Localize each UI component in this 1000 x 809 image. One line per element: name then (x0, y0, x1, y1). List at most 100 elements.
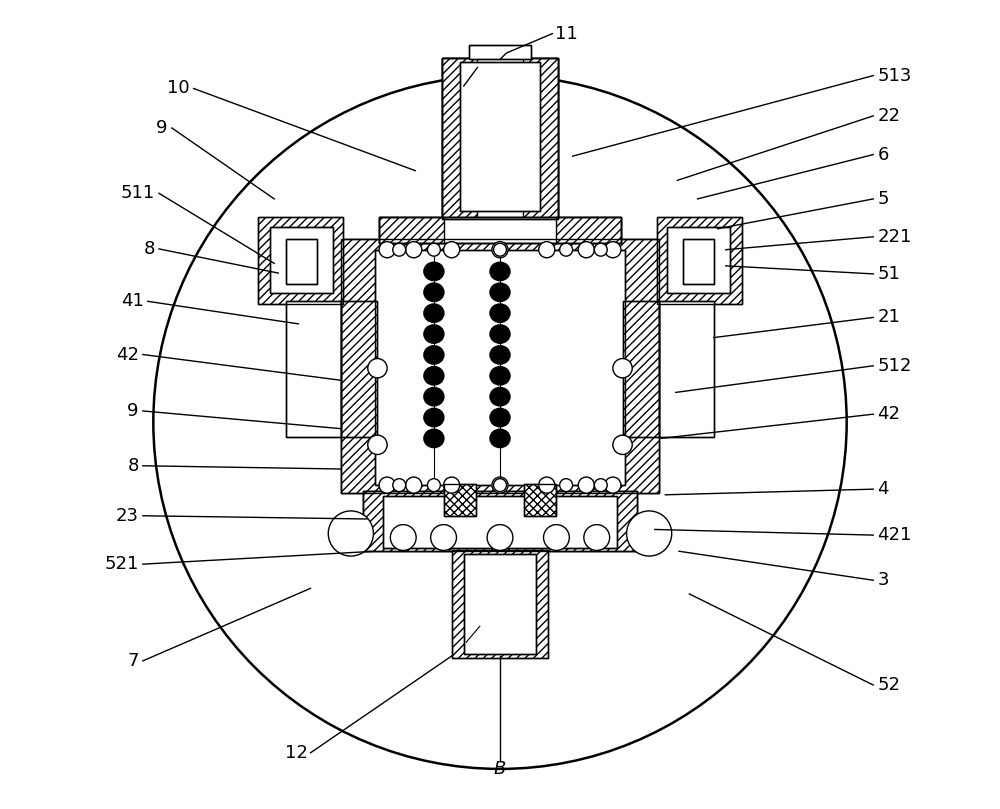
Bar (683, 239, 714, 284)
Text: 9: 9 (127, 402, 139, 420)
Circle shape (427, 479, 440, 492)
Bar (363, 491, 637, 551)
Circle shape (613, 435, 632, 455)
Circle shape (393, 479, 406, 492)
Circle shape (492, 242, 508, 258)
Bar (442, 57, 558, 219)
Bar (379, 218, 621, 244)
Bar (442, 57, 558, 219)
Bar (379, 218, 621, 244)
Bar (286, 301, 341, 437)
Circle shape (578, 477, 594, 493)
Circle shape (560, 479, 573, 492)
Text: 10: 10 (167, 79, 190, 97)
Circle shape (539, 477, 555, 493)
Text: 51: 51 (877, 265, 900, 283)
Ellipse shape (424, 263, 444, 280)
Circle shape (627, 511, 672, 556)
Circle shape (584, 524, 610, 550)
Ellipse shape (424, 367, 444, 384)
Bar (556, 218, 621, 244)
Bar (667, 227, 730, 293)
Bar (523, 57, 558, 219)
Bar (375, 250, 625, 485)
Bar (460, 61, 540, 211)
Text: 4: 4 (877, 481, 889, 498)
Circle shape (487, 524, 513, 550)
Ellipse shape (490, 325, 510, 343)
Bar (623, 301, 659, 437)
Circle shape (492, 477, 508, 493)
Text: 12: 12 (285, 743, 308, 762)
Bar (452, 549, 548, 659)
Text: 512: 512 (877, 357, 912, 375)
Ellipse shape (490, 430, 510, 447)
Circle shape (379, 242, 395, 258)
Bar (442, 57, 477, 219)
Circle shape (578, 242, 594, 258)
Ellipse shape (490, 388, 510, 405)
Ellipse shape (424, 430, 444, 447)
Circle shape (494, 244, 506, 256)
Bar (657, 217, 742, 303)
Bar (659, 301, 714, 437)
Circle shape (444, 477, 460, 493)
Text: 41: 41 (121, 292, 144, 311)
Text: 6: 6 (877, 146, 889, 163)
Ellipse shape (424, 409, 444, 426)
Text: 21: 21 (877, 308, 900, 326)
Text: 8: 8 (127, 457, 139, 475)
Bar (341, 239, 659, 493)
Circle shape (605, 242, 621, 258)
Text: 3: 3 (877, 571, 889, 589)
Bar (375, 250, 625, 485)
Circle shape (613, 358, 632, 378)
Text: 52: 52 (877, 676, 900, 694)
Circle shape (560, 244, 573, 256)
Bar (270, 227, 333, 293)
Circle shape (368, 435, 387, 455)
Bar (258, 217, 343, 303)
Circle shape (431, 524, 456, 550)
Bar (258, 217, 343, 303)
Text: 7: 7 (127, 652, 139, 670)
Circle shape (539, 242, 555, 258)
Ellipse shape (490, 409, 510, 426)
Circle shape (594, 244, 607, 256)
Circle shape (390, 524, 416, 550)
Circle shape (328, 511, 373, 556)
Bar (442, 57, 558, 219)
Text: 23: 23 (116, 506, 139, 525)
Bar (379, 218, 444, 244)
Ellipse shape (424, 325, 444, 343)
Bar (341, 239, 659, 493)
Circle shape (544, 524, 569, 550)
Circle shape (379, 477, 395, 493)
Bar (659, 301, 714, 437)
Ellipse shape (424, 283, 444, 301)
Bar (524, 484, 556, 516)
Text: B: B (494, 760, 506, 778)
Ellipse shape (490, 283, 510, 301)
Text: 511: 511 (121, 184, 155, 202)
Bar (460, 61, 540, 211)
Circle shape (444, 242, 460, 258)
Circle shape (368, 358, 387, 378)
Bar (286, 239, 317, 284)
Text: 513: 513 (877, 66, 912, 85)
Bar (464, 554, 536, 654)
Bar (444, 484, 476, 516)
Bar (524, 484, 556, 516)
Text: 11: 11 (555, 24, 578, 43)
Bar (379, 218, 621, 244)
Bar (286, 239, 317, 284)
Text: 42: 42 (116, 345, 139, 363)
Ellipse shape (424, 388, 444, 405)
Bar (623, 301, 659, 437)
Text: 421: 421 (877, 526, 912, 544)
Circle shape (406, 242, 422, 258)
Circle shape (427, 244, 440, 256)
Circle shape (605, 477, 621, 493)
Circle shape (393, 244, 406, 256)
Bar (383, 496, 617, 548)
